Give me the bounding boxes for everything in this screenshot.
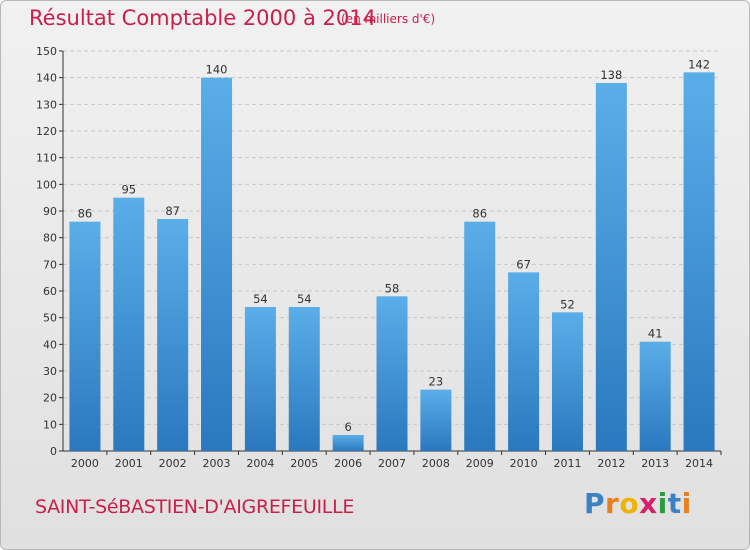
x-tick-label: 2011 <box>553 457 581 470</box>
proxiti-logo: Proxiti <box>584 487 692 520</box>
y-tick-label: 90 <box>43 205 57 218</box>
bar <box>420 389 452 451</box>
data-label: 95 <box>121 183 136 197</box>
bar <box>683 72 715 451</box>
x-tick-label: 2007 <box>378 457 406 470</box>
x-tick-label: 2006 <box>334 457 362 470</box>
logo-letter: o <box>619 487 640 520</box>
x-tick-label: 2010 <box>510 457 538 470</box>
x-tick-label: 2000 <box>71 457 99 470</box>
bar <box>157 219 189 451</box>
x-tick-label: 2008 <box>422 457 450 470</box>
data-label: 54 <box>253 292 268 306</box>
chart-title: Résultat Comptable 2000 à 2014 <box>29 6 376 30</box>
x-tick-label: 2003 <box>203 457 231 470</box>
data-label: 87 <box>165 204 180 218</box>
data-label: 41 <box>648 327 663 341</box>
x-tick-label: 2014 <box>685 457 713 470</box>
y-tick-label: 150 <box>36 45 57 58</box>
data-label: 52 <box>560 297 575 311</box>
bar <box>288 307 320 451</box>
logo-letter: i <box>657 487 668 520</box>
data-label: 6 <box>344 420 351 434</box>
logo-letter: P <box>584 487 606 520</box>
y-tick-label: 20 <box>43 392 57 405</box>
y-tick-label: 130 <box>36 98 57 111</box>
bar <box>69 221 101 451</box>
bar <box>639 341 671 451</box>
commune-name: SAINT-SéBASTIEN-D'AIGREFEUILLE <box>35 496 355 518</box>
y-tick-label: 50 <box>43 312 57 325</box>
bar <box>332 435 364 451</box>
data-label: 54 <box>297 292 312 306</box>
bar <box>201 77 233 452</box>
labels: 86 95 87 140 54 54 6 58 23 86 67 52 138 41 142 <box>78 57 710 434</box>
bar <box>508 272 540 451</box>
x-tick-label: 2002 <box>159 457 187 470</box>
logo-letter: x <box>639 487 658 520</box>
y-tick-label: 30 <box>43 365 57 378</box>
y-tick-label: 40 <box>43 338 57 351</box>
logo-letter: t <box>667 487 682 520</box>
bar <box>464 221 496 451</box>
y-tick-label: 60 <box>43 285 57 298</box>
x-tick-label: 2001 <box>115 457 143 470</box>
axes: 0 10 20 30 40 50 60 70 80 90 100 110 120 130 140 150 200… <box>36 45 722 470</box>
bar <box>244 307 276 451</box>
y-tick-label: 140 <box>36 72 57 85</box>
bar <box>376 296 408 451</box>
data-label: 142 <box>688 57 710 71</box>
data-label: 67 <box>516 257 531 271</box>
y-tick-label: 80 <box>43 232 57 245</box>
x-tick-label: 2009 <box>466 457 494 470</box>
y-tick-label: 0 <box>50 445 57 458</box>
y-tick-label: 110 <box>36 152 57 165</box>
x-tick-label: 2012 <box>597 457 625 470</box>
x-tick-label: 2013 <box>641 457 669 470</box>
y-tick-label: 10 <box>43 418 57 431</box>
x-tick-label: 2005 <box>290 457 318 470</box>
bar <box>551 312 583 451</box>
x-tick-label: 2004 <box>246 457 274 470</box>
data-label: 86 <box>78 207 93 221</box>
y-tick-label: 120 <box>36 125 57 138</box>
logo-letter: r <box>605 487 620 520</box>
chart-subtitle: (en milliers d'€) <box>341 12 436 26</box>
data-label: 140 <box>206 63 228 77</box>
data-label: 58 <box>385 281 400 295</box>
data-label: 138 <box>600 68 622 82</box>
data-label: 86 <box>472 207 487 221</box>
y-tick-label: 100 <box>36 178 57 191</box>
bar <box>113 197 145 451</box>
bar <box>595 83 627 451</box>
data-label: 23 <box>429 375 444 389</box>
logo-letter: i <box>681 487 692 520</box>
y-tick-label: 70 <box>43 258 57 271</box>
bars <box>69 72 715 452</box>
